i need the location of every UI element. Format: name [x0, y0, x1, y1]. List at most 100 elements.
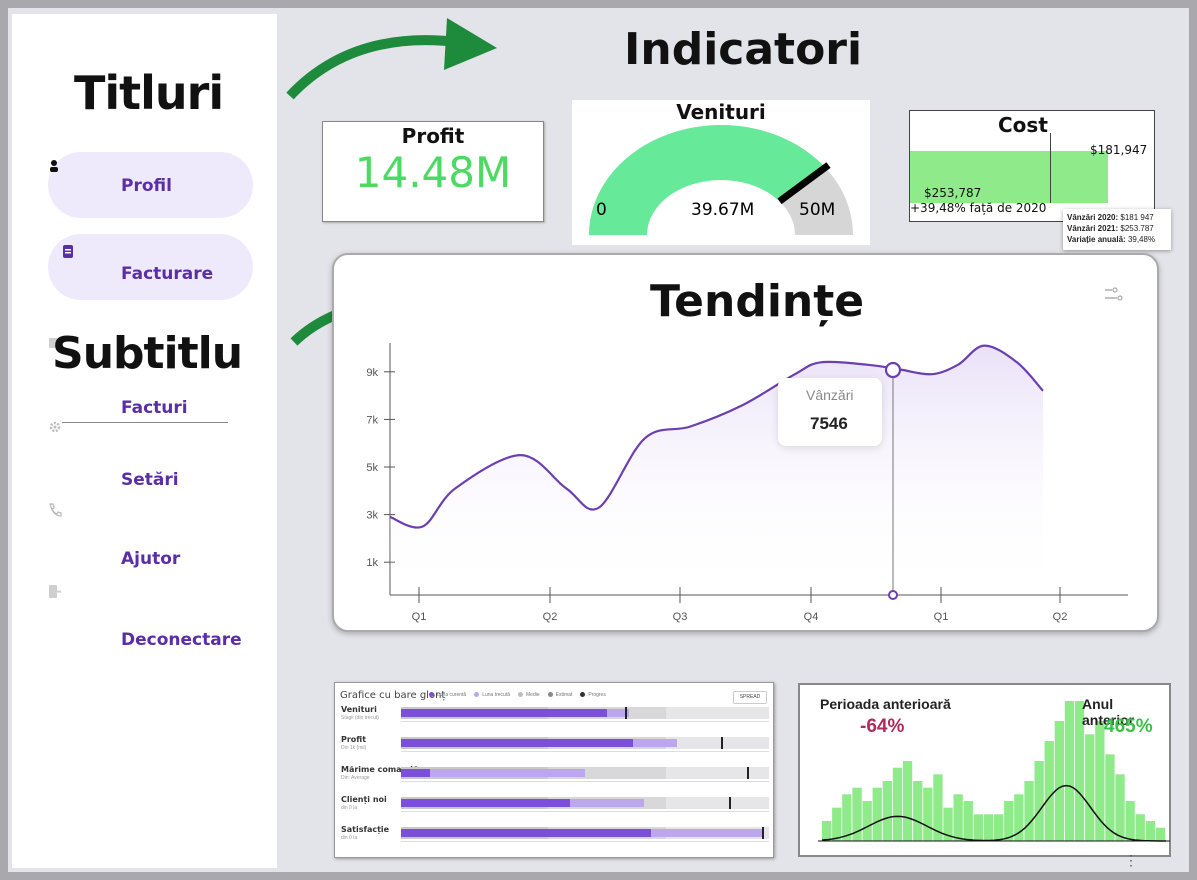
- bullet-target-marker: [728, 797, 731, 809]
- sidebar-title: Titluri: [74, 66, 224, 120]
- bullet-target-marker: [721, 737, 724, 749]
- sidebar-item-profil-pill[interactable]: [48, 152, 253, 218]
- spread-button[interactable]: SPREAD: [733, 691, 767, 704]
- folder-icon: [48, 336, 62, 350]
- sidebar-item-facturi[interactable]: Facturi: [121, 398, 188, 418]
- histogram-bar: [1014, 794, 1024, 841]
- y-tick-label: 9k: [366, 367, 378, 379]
- bullet-target-marker: [625, 707, 628, 719]
- histogram-density-curve: [821, 784, 1166, 842]
- histogram-right-label: Anul anterior: [1082, 696, 1135, 728]
- bullet-axis: [401, 751, 769, 752]
- histogram-right-value: 465%: [1104, 716, 1153, 737]
- revenue-title: Venituri: [676, 100, 766, 124]
- document-icon: [62, 244, 76, 258]
- profit-title: Profit: [401, 124, 465, 148]
- tooltip-point: [884, 361, 902, 379]
- sidebar-item-facturare-pill[interactable]: [48, 234, 253, 300]
- cost-actual: $253,787: [924, 186, 982, 200]
- revenue-max: 50M: [799, 200, 836, 220]
- trends-title: Tendințe: [650, 276, 865, 327]
- tooltip-label-variation: Variație anuală:: [1067, 235, 1126, 244]
- bullet-legend-item: Estimat: [547, 692, 572, 698]
- bullet-legend-item: Luna curentă: [429, 692, 466, 698]
- bullet-axis: [401, 721, 769, 722]
- bullet-category-label: Clienți noi: [341, 795, 387, 804]
- bullet-current-bar: [401, 769, 431, 777]
- bullet-axis: [401, 781, 769, 782]
- histogram-bar: [963, 801, 973, 841]
- spread-button-label: SPREAD: [739, 694, 761, 700]
- bullet-current-bar: [401, 739, 633, 747]
- arrow-icon-indicators: [286, 18, 497, 100]
- sidebar-item-facturare[interactable]: Facturare: [121, 264, 214, 284]
- revenue-gauge-needle: [777, 162, 831, 205]
- histogram-bar: [852, 787, 862, 841]
- gear-icon: [48, 420, 62, 434]
- histogram-bar: [1125, 801, 1135, 841]
- sidebar-item-ajutor[interactable]: Ajutor: [121, 549, 181, 569]
- bullet-legend-item: Medie: [518, 692, 540, 698]
- bullet-axis: [401, 811, 769, 812]
- tooltip-value-2021: $253.787: [1120, 224, 1154, 233]
- histogram-bar: [832, 807, 842, 841]
- histogram-bar: [1004, 801, 1014, 841]
- histogram-bar: [862, 801, 872, 841]
- histogram-bar: [1095, 721, 1105, 841]
- trend-tooltip: Vânzări 7546: [778, 378, 882, 446]
- bullet-category-subtitle: din 0 la: [341, 835, 358, 841]
- histogram-bar: [1155, 827, 1166, 841]
- sidebar-item-deconectare[interactable]: Deconectare: [121, 630, 242, 650]
- profit-value: 14.48M: [354, 148, 512, 197]
- tooltip-value-variation: 39,48%: [1127, 235, 1156, 244]
- x-tick-label: Q4: [804, 611, 819, 623]
- histogram-bar: [1054, 721, 1064, 841]
- histogram-chart: [818, 701, 1170, 842]
- sidebar: Titluri Profil Facturare Subtitlu Factur…: [12, 14, 277, 868]
- x-tick-label: Q2: [1053, 611, 1068, 623]
- histogram-bar: [1064, 701, 1075, 841]
- revenue-card: Venituri 0 39.67M 50M: [572, 100, 870, 245]
- bullet-current-bar: [401, 709, 608, 717]
- histogram-bar: [1135, 814, 1145, 841]
- person-icon: [48, 159, 62, 173]
- sidebar-item-profil[interactable]: Profil: [121, 176, 172, 196]
- filter-icon[interactable]: [1104, 286, 1124, 304]
- phone-icon: [48, 502, 62, 517]
- bullet-category-label: Venituri: [341, 705, 377, 714]
- indicators-title: Indicatori: [624, 24, 863, 75]
- bullet-current-bar: [401, 799, 571, 807]
- histogram-bar: [983, 814, 994, 841]
- histogram-bar: [822, 821, 832, 841]
- histogram-bar: [1105, 754, 1115, 841]
- histogram-bar: [872, 787, 882, 841]
- histogram-left-label: Perioada anterioară: [820, 696, 951, 712]
- sidebar-item-setari[interactable]: Setări: [121, 470, 179, 490]
- bullet-category-subtitle: Stagii (din trecut): [341, 715, 379, 721]
- x-tick-label: Q1: [934, 611, 949, 623]
- divider: [62, 422, 228, 423]
- x-tick-label: Q1: [412, 611, 427, 623]
- bullet-axis: [401, 841, 769, 842]
- bullet-category-label: Satisfacție: [341, 825, 390, 834]
- bullet-target-marker: [746, 767, 749, 779]
- y-tick-label: 3k: [366, 510, 378, 522]
- revenue-gauge-fill: [589, 125, 826, 235]
- histogram-bar: [1074, 701, 1085, 841]
- histogram-bar: [973, 814, 984, 841]
- cost-target: $181,947: [1090, 143, 1148, 157]
- histogram-bar: [953, 794, 963, 841]
- logout-icon: [48, 584, 62, 598]
- bullet-category-label: Mărime comandă: [341, 765, 419, 774]
- bullet-legend-item: Progres: [580, 692, 606, 698]
- histogram-card: Perioada anterioară -64% Anul anterior 4…: [798, 683, 1171, 857]
- histogram-bar: [882, 781, 892, 841]
- revenue-min: 0: [596, 200, 607, 220]
- histogram-bar: [1115, 774, 1125, 841]
- histogram-bar: [1034, 761, 1044, 841]
- more-options-icon[interactable]: ⋮: [1124, 852, 1138, 868]
- histogram-bar: [1145, 821, 1156, 841]
- histogram-bar: [1024, 781, 1034, 841]
- cost-tooltip: Vânzări 2020: $181 947 Vânzări 2021: $25…: [1063, 209, 1171, 250]
- histogram-bar: [1085, 734, 1095, 841]
